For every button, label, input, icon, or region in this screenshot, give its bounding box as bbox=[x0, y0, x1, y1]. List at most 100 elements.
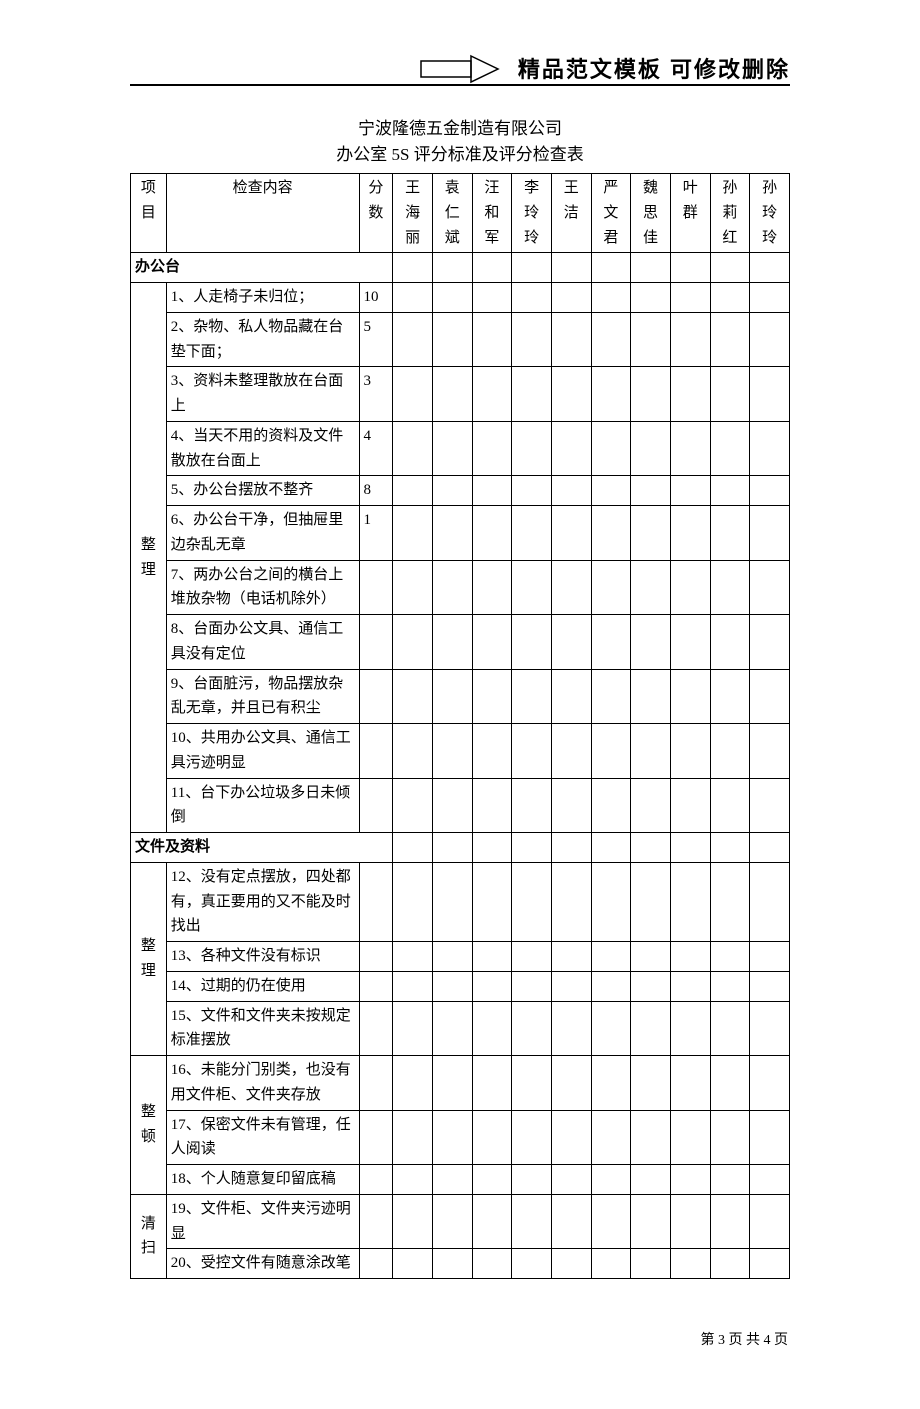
section-empty bbox=[710, 833, 750, 863]
score-cell bbox=[512, 506, 552, 561]
section-empty bbox=[512, 833, 552, 863]
score-cell bbox=[631, 971, 671, 1001]
item-cell: 11、台下办公垃圾多日未倾倒 bbox=[166, 778, 359, 833]
col-category: 项目 bbox=[131, 174, 167, 253]
section-row: 文件及资料 bbox=[131, 833, 790, 863]
score-value bbox=[359, 1056, 393, 1111]
score-cell bbox=[432, 312, 472, 367]
category-cell: 整理 bbox=[131, 862, 167, 1055]
score-cell bbox=[750, 283, 790, 313]
score-cell bbox=[750, 971, 790, 1001]
score-cell bbox=[670, 1165, 710, 1195]
score-cell bbox=[710, 669, 750, 724]
score-cell bbox=[551, 560, 591, 615]
score-cell bbox=[710, 1110, 750, 1165]
score-cell bbox=[393, 1001, 433, 1056]
col-score: 分数 bbox=[359, 174, 393, 253]
score-cell bbox=[432, 1110, 472, 1165]
item-cell: 9、台面脏污，物品摆放杂乱无章，并且已有积尘 bbox=[166, 669, 359, 724]
score-cell bbox=[670, 971, 710, 1001]
section-empty bbox=[631, 253, 671, 283]
score-cell bbox=[512, 724, 552, 779]
score-cell bbox=[472, 1165, 512, 1195]
score-cell bbox=[472, 724, 512, 779]
score-cell bbox=[432, 615, 472, 670]
score-cell bbox=[432, 862, 472, 941]
score-value bbox=[359, 1110, 393, 1165]
score-cell bbox=[710, 778, 750, 833]
section-empty bbox=[670, 253, 710, 283]
score-cell bbox=[750, 421, 790, 476]
table-row: 3、资料未整理散放在台面上3 bbox=[131, 367, 790, 422]
score-value bbox=[359, 1249, 393, 1279]
score-cell bbox=[710, 506, 750, 561]
score-cell bbox=[432, 476, 472, 506]
score-cell bbox=[551, 1194, 591, 1249]
score-value: 10 bbox=[359, 283, 393, 313]
score-cell bbox=[551, 1249, 591, 1279]
score-cell bbox=[551, 367, 591, 422]
score-cell bbox=[631, 942, 671, 972]
arrow-icon bbox=[420, 54, 500, 89]
score-cell bbox=[512, 560, 552, 615]
score-cell bbox=[432, 1056, 472, 1111]
score-cell bbox=[710, 971, 750, 1001]
section-empty bbox=[631, 833, 671, 863]
score-cell bbox=[670, 669, 710, 724]
item-cell: 19、文件柜、文件夹污迹明显 bbox=[166, 1194, 359, 1249]
table-row: 2、杂物、私人物品藏在台垫下面；5 bbox=[131, 312, 790, 367]
category-cell: 整顿 bbox=[131, 1056, 167, 1195]
score-cell bbox=[393, 778, 433, 833]
score-cell bbox=[631, 421, 671, 476]
score-cell bbox=[710, 560, 750, 615]
score-cell bbox=[472, 1249, 512, 1279]
score-cell bbox=[512, 421, 552, 476]
score-cell bbox=[750, 1110, 790, 1165]
score-cell bbox=[591, 615, 631, 670]
item-cell: 16、未能分门别类，也没有用文件柜、文件夹存放 bbox=[166, 1056, 359, 1111]
score-cell bbox=[631, 1001, 671, 1056]
score-cell bbox=[631, 615, 671, 670]
score-cell bbox=[432, 1165, 472, 1195]
score-cell bbox=[670, 1001, 710, 1056]
table-row: 4、当天不用的资料及文件散放在台面上4 bbox=[131, 421, 790, 476]
score-cell bbox=[750, 724, 790, 779]
item-cell: 13、各种文件没有标识 bbox=[166, 942, 359, 972]
score-cell bbox=[631, 778, 671, 833]
score-cell bbox=[551, 1056, 591, 1111]
score-cell bbox=[591, 778, 631, 833]
score-cell bbox=[472, 971, 512, 1001]
score-cell bbox=[631, 312, 671, 367]
section-empty bbox=[472, 253, 512, 283]
score-cell bbox=[512, 367, 552, 422]
score-cell bbox=[710, 1165, 750, 1195]
company-name: 宁波隆德五金制造有限公司 bbox=[358, 119, 562, 138]
score-cell bbox=[670, 615, 710, 670]
score-cell bbox=[670, 367, 710, 422]
score-cell bbox=[432, 724, 472, 779]
col-person: 汪和军 bbox=[472, 174, 512, 253]
item-cell: 4、当天不用的资料及文件散放在台面上 bbox=[166, 421, 359, 476]
score-value bbox=[359, 724, 393, 779]
score-cell bbox=[670, 862, 710, 941]
score-cell bbox=[472, 421, 512, 476]
score-cell bbox=[591, 1194, 631, 1249]
score-cell bbox=[591, 312, 631, 367]
section-empty bbox=[551, 833, 591, 863]
item-cell: 5、办公台摆放不整齐 bbox=[166, 476, 359, 506]
section-empty bbox=[670, 833, 710, 863]
score-cell bbox=[750, 942, 790, 972]
score-cell bbox=[393, 1056, 433, 1111]
score-cell bbox=[631, 862, 671, 941]
score-cell bbox=[512, 942, 552, 972]
score-cell bbox=[393, 476, 433, 506]
score-cell bbox=[432, 367, 472, 422]
score-value: 1 bbox=[359, 506, 393, 561]
score-cell bbox=[710, 367, 750, 422]
banner-text: 精品范文模板 可修改删除 bbox=[518, 52, 790, 84]
table-row: 15、文件和文件夹未按规定标准摆放 bbox=[131, 1001, 790, 1056]
col-person: 孙玲玲 bbox=[750, 174, 790, 253]
score-cell bbox=[512, 971, 552, 1001]
category-cell: 清扫 bbox=[131, 1194, 167, 1278]
score-cell bbox=[551, 1165, 591, 1195]
